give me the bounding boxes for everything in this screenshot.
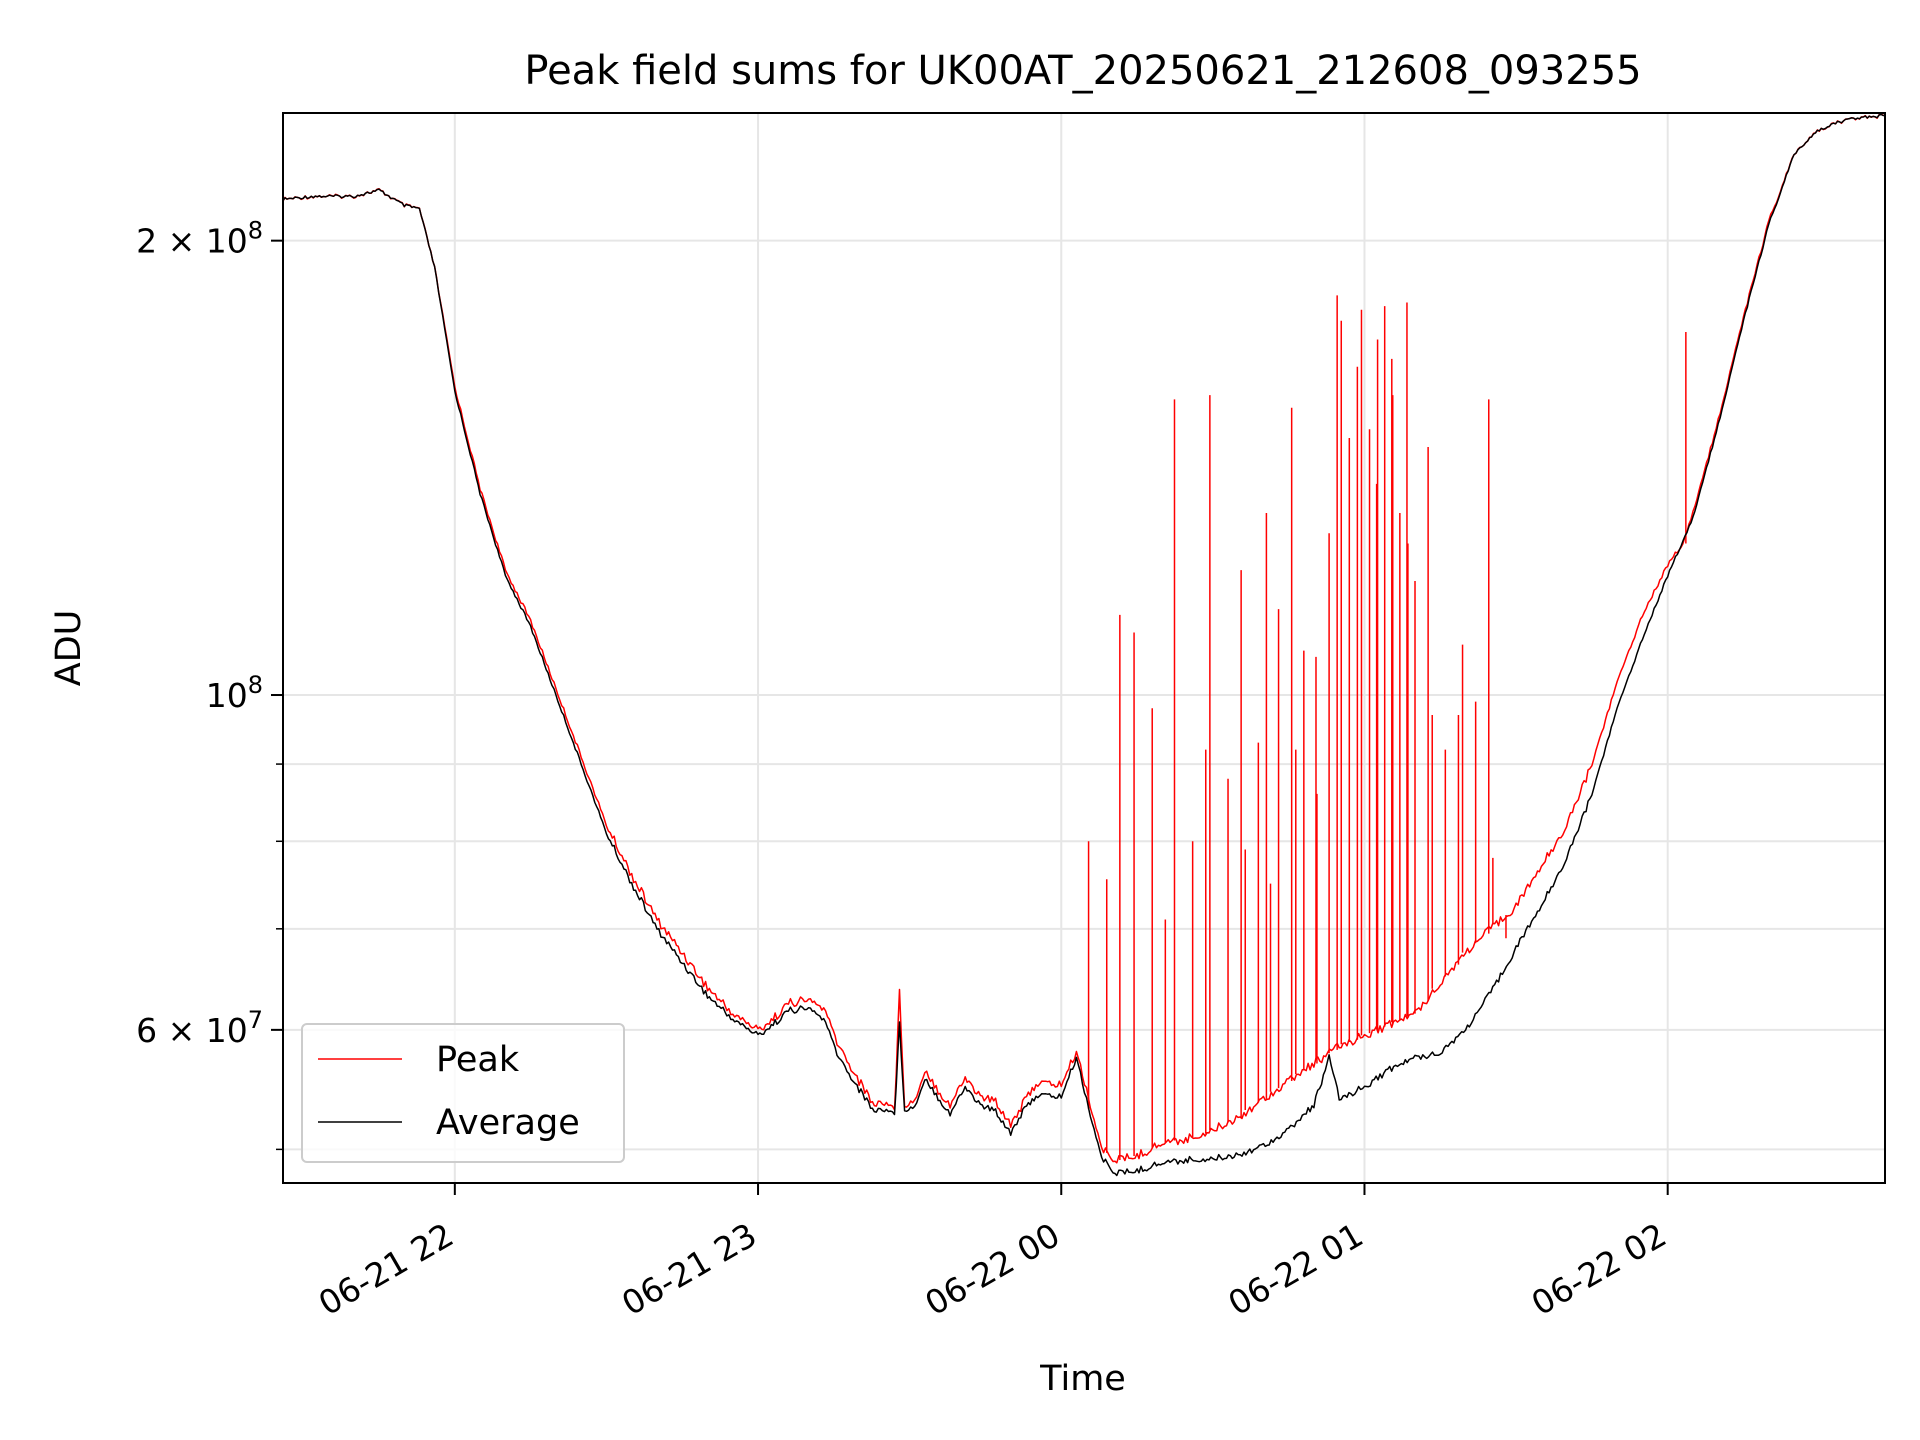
legend-label-peak: Peak <box>436 1040 520 1080</box>
y-axis-label: ADU <box>49 610 89 687</box>
series-layer <box>282 113 1886 1177</box>
legend: Peak Average <box>301 1023 625 1163</box>
y-axis: 2 × 108 108 6 × 107 <box>136 217 283 1151</box>
series-line-peak <box>282 113 1886 1164</box>
y-tick-label: 108 <box>206 671 263 715</box>
y-tick-label: 2 × 108 <box>136 217 263 261</box>
legend-label-average: Average <box>436 1103 580 1143</box>
plot-frame <box>282 112 1886 1184</box>
y-tick-label: 6 × 107 <box>136 1006 263 1050</box>
series-line-average <box>282 113 1886 1177</box>
x-axis-label: Time <box>1039 1359 1126 1399</box>
chart-title: Peak field sums for UK00AT_20250621_2126… <box>524 48 1641 94</box>
